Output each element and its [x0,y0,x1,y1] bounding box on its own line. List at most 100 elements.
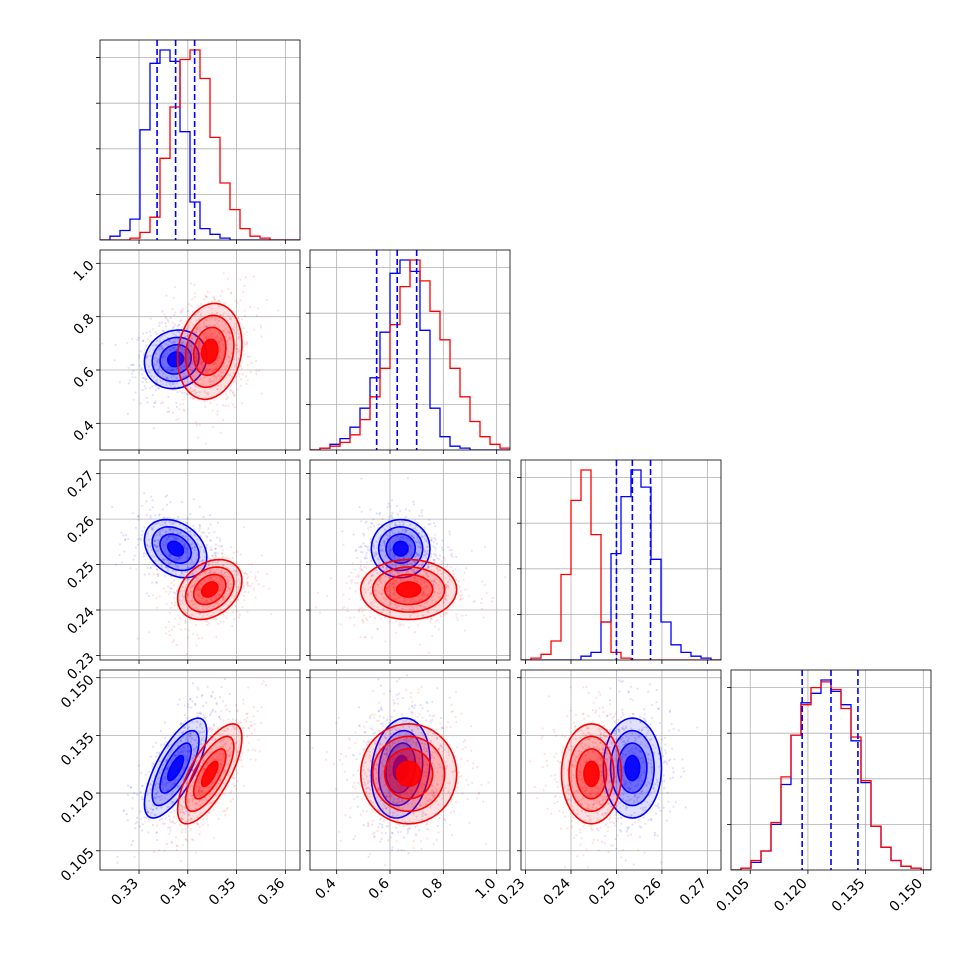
scatter-point [419,547,422,550]
scatter-point [149,567,152,570]
scatter-point [391,777,394,780]
scatter-point [172,591,175,594]
scatter-point [433,590,436,594]
scatter-point [132,512,135,515]
scatter-point [181,347,184,350]
scatter-point [392,727,395,730]
scatter-point [217,545,221,548]
scatter-point [225,808,228,811]
scatter-point [188,798,191,801]
scatter-point [419,804,422,807]
scatter-point [206,565,209,568]
scatter-point [401,607,404,611]
scatter-point [435,610,438,613]
scatter-point [157,371,160,374]
scatter-point [166,352,169,355]
scatter-point [392,757,395,760]
scatter-point [244,276,248,279]
scatter-point [174,311,177,314]
scatter-point [165,842,168,846]
scatter-point [384,807,388,810]
scatter-point [192,633,195,636]
contour-line [159,742,193,794]
scatter-point [200,545,203,549]
scatter-point [340,752,343,756]
scatter-point [203,730,206,733]
scatter-point [399,564,402,567]
scatter-point [401,696,404,700]
scatter-point [187,738,190,741]
scatter-point [394,742,397,745]
scatter-point [179,722,182,725]
scatter-point [219,371,223,374]
scatter-point [173,782,176,785]
scatter-point [198,756,201,759]
scatter-point [190,732,193,736]
scatter-point [430,556,433,559]
scatter-point [189,339,192,342]
scatter-point [214,710,217,713]
scatter-point [175,418,178,421]
scatter-point [203,549,206,552]
scatter-point [436,770,439,774]
scatter-point [234,727,237,730]
scatter-point [396,797,399,801]
scatter-point [397,552,400,555]
scatter-point [195,359,198,362]
scatter-point [209,549,212,552]
scatter-point [152,401,156,405]
scatter-point [234,741,237,744]
scatter-point [200,560,203,563]
scatter-point [172,368,175,372]
scatter-point [179,320,182,323]
scatter-point [229,583,232,586]
scatter-point [232,569,235,572]
scatter-point [410,545,413,548]
scatter-point [180,723,183,726]
scatter-point [167,620,170,624]
scatter-point [182,800,185,804]
scatter-point [169,384,173,387]
scatter-point [178,408,181,411]
scatter-point [152,525,155,528]
scatter-point [374,743,377,746]
scatter-point [378,742,381,745]
scatter-point [466,797,469,801]
scatter-point [385,587,388,590]
scatter-point [140,772,143,775]
scatter-point [424,554,427,557]
scatter-point [405,740,408,743]
scatter-point [157,574,160,578]
scatter-point [369,615,372,619]
scatter-point [171,800,174,804]
scatter-point [355,575,358,578]
scatter-point [361,797,364,801]
scatter-point [219,746,222,749]
scatter-point [248,355,251,358]
scatter-point [212,571,215,574]
scatter-point [407,551,410,554]
scatter-point [192,368,195,371]
scatter-point [152,745,155,748]
scatter-point [384,737,387,740]
scatter-point [168,535,171,538]
scatter-point [243,353,246,356]
scatter-point [164,495,167,498]
scatter-point [418,542,421,545]
scatter-point [173,639,176,642]
scatter-point [423,553,426,557]
scatter-point [182,540,185,543]
scatter-point [132,840,135,843]
scatter-point [141,829,144,832]
scatter-point [170,841,173,844]
scatter-point [199,780,202,783]
scatter-point [229,292,233,295]
scatter-point [253,723,256,726]
scatter-point [375,782,378,785]
scatter-point [220,552,224,555]
scatter-point [217,781,220,784]
scatter-point [214,554,217,557]
scatter-point [435,566,438,570]
scatter-point [158,346,162,349]
scatter-point [352,533,355,536]
